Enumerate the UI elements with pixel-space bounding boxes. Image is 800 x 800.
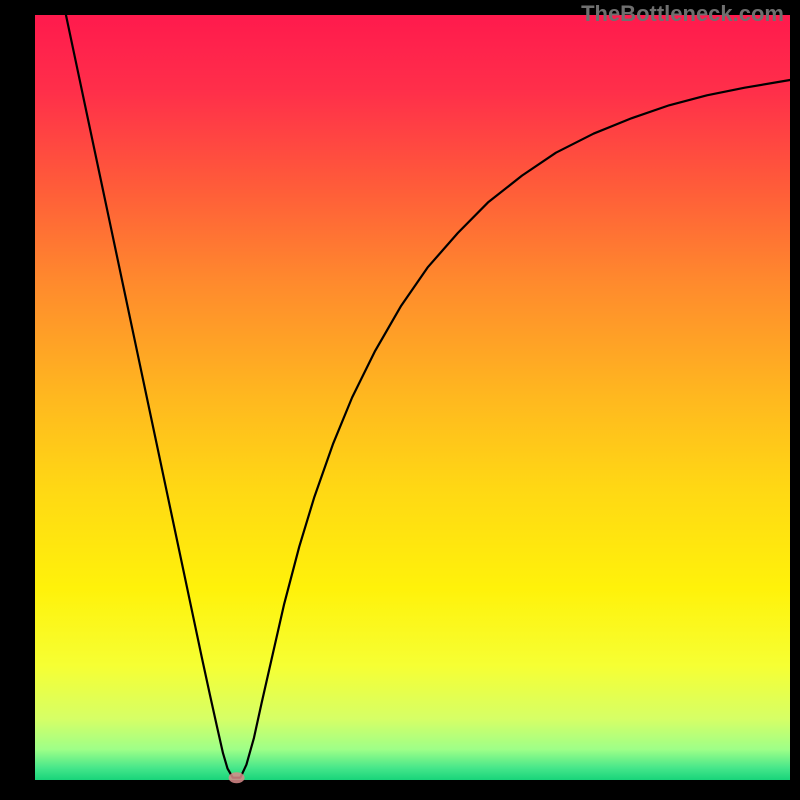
- gradient-background: [35, 15, 790, 780]
- watermark-text: TheBottleneck.com: [581, 1, 784, 27]
- bottleneck-curve-chart: [0, 0, 800, 800]
- chart-container: TheBottleneck.com: [0, 0, 800, 800]
- optimal-point-marker: [229, 772, 245, 783]
